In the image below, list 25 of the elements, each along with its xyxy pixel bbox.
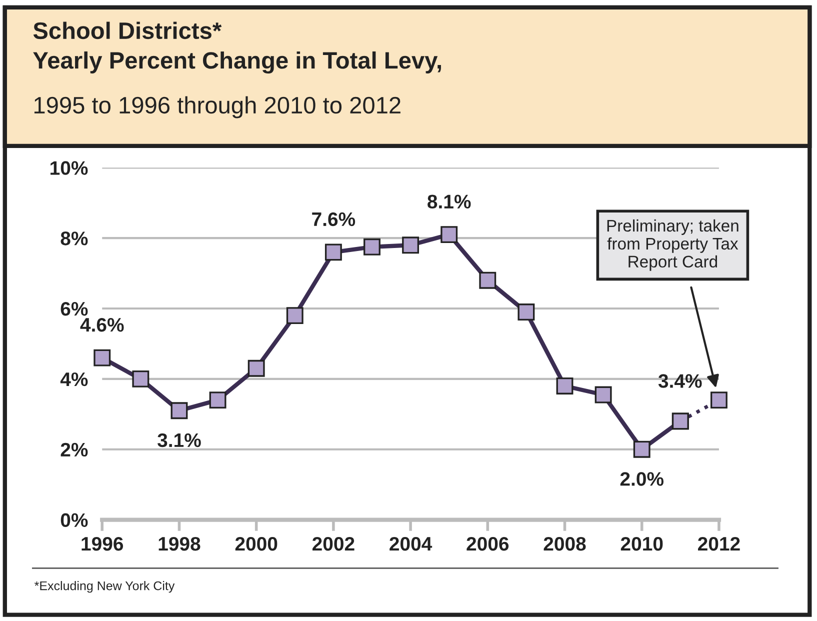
x-tick-label: 1998 — [158, 536, 200, 551]
x-tick-label: 2008 — [544, 536, 586, 551]
y-tick-label: 6% — [60, 302, 88, 316]
data-label: 2.0% — [620, 472, 664, 486]
text: *Excluding New York City — [34, 581, 175, 593]
x-tick-label: 2000 — [235, 536, 278, 551]
annotation: Preliminary; taken from Property Tax Report Card — [607, 219, 738, 271]
data-label: 7.6% — [312, 212, 356, 226]
x-tick-label: 2010 — [620, 536, 663, 551]
data-label: 3.4% — [658, 374, 702, 388]
y-tick-label: 8% — [60, 232, 88, 246]
data-label: 4.6% — [80, 318, 124, 332]
chart-title: School Districts* Yearly Percent Change in Total Levy, — [33, 22, 441, 74]
x-tick-label: 1996 — [82, 536, 124, 551]
y-tick-label: 4% — [60, 372, 88, 386]
data-label: 3.1% — [158, 433, 201, 448]
x-tick-label: 2004 — [390, 536, 432, 551]
y-tick-label: 0% — [60, 513, 88, 528]
chart-subtitle: 1995 to 1996 through 2010 to 2012 — [34, 96, 400, 118]
y-tick-label: 2% — [60, 442, 88, 457]
x-tick-label: 2006 — [466, 536, 509, 551]
x-tick-label: 2002 — [312, 536, 354, 551]
y-tick-label: 10% — [50, 161, 88, 175]
x-tick-label: 2012 — [698, 536, 740, 551]
data-label: 8.1% — [428, 194, 471, 209]
